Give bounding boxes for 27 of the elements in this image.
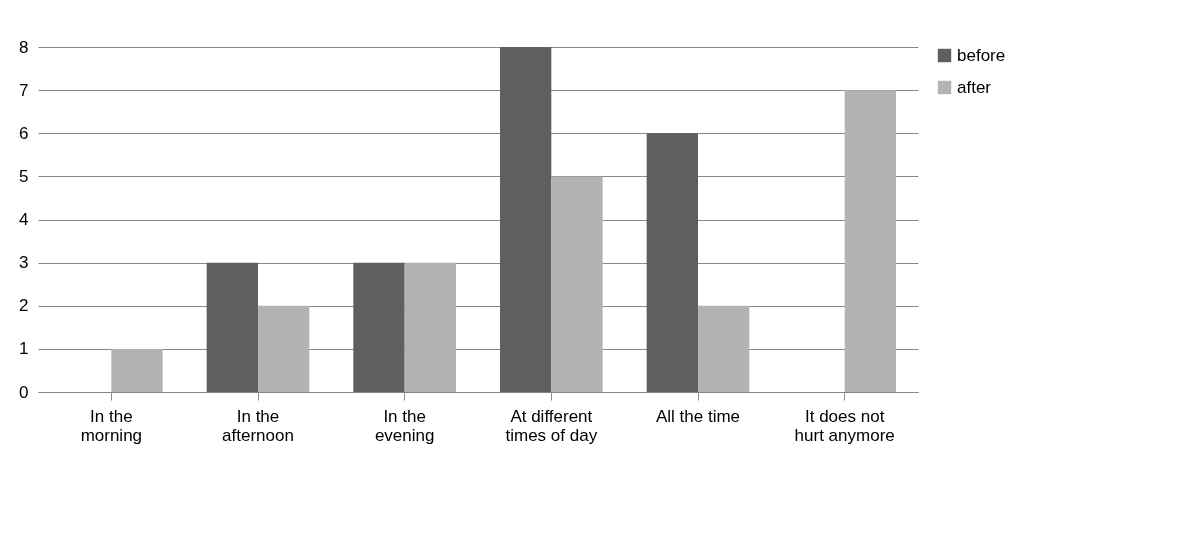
y-tick-label: 4 (19, 210, 29, 229)
bar (206, 262, 258, 392)
x-tick-label: All the time (655, 406, 741, 426)
x-tick-label: In the afternoon (222, 406, 294, 445)
x-tick-label: At different times of day (505, 406, 598, 445)
bar (404, 262, 456, 392)
bar (646, 133, 698, 392)
y-tick-label: 5 (19, 166, 29, 186)
bar (844, 90, 896, 392)
bar (111, 348, 163, 392)
y-tick-label: 3 (19, 253, 29, 273)
bar (500, 47, 552, 392)
y-tick-label: 0 (19, 382, 29, 402)
y-tick-label: 2 (19, 296, 29, 316)
y-tick-label: 1 (19, 339, 29, 359)
bar (551, 176, 603, 392)
bar (698, 305, 750, 392)
bar (353, 262, 405, 392)
x-tick-label: It does not hurt anymore (794, 406, 895, 445)
x-tick-label: In the evening (374, 406, 435, 445)
x-tick-label: In the morning (80, 406, 143, 445)
y-tick-label: 6 (19, 123, 29, 143)
y-tick-label: 8 (19, 37, 29, 57)
legend-label: before (957, 45, 1006, 65)
bar (258, 305, 310, 392)
legend-label: after (957, 77, 992, 97)
y-tick-label: 7 (19, 80, 29, 100)
